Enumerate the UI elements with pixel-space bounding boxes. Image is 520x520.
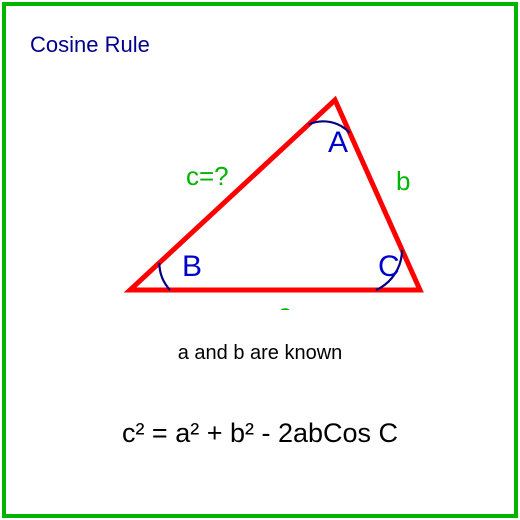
vertex-label-b: B xyxy=(182,250,202,283)
angle-arc-b xyxy=(159,263,170,290)
diagram-frame: Cosine Rule A B C c=? b a a and b are kn… xyxy=(0,0,520,520)
vertex-label-a: A xyxy=(328,126,348,159)
triangle-figure: A B C c=? b a xyxy=(120,90,430,310)
cosine-formula: c² = a² + b² - 2abCos C xyxy=(0,418,520,449)
vertex-label-c: C xyxy=(378,250,400,283)
diagram-title: Cosine Rule xyxy=(30,32,150,58)
side-label-c: c=? xyxy=(186,161,229,191)
caption-text: a and b are known xyxy=(0,342,520,365)
side-label-b: b xyxy=(396,166,410,196)
side-label-a: a xyxy=(278,298,293,310)
triangle-polygon xyxy=(130,100,420,290)
